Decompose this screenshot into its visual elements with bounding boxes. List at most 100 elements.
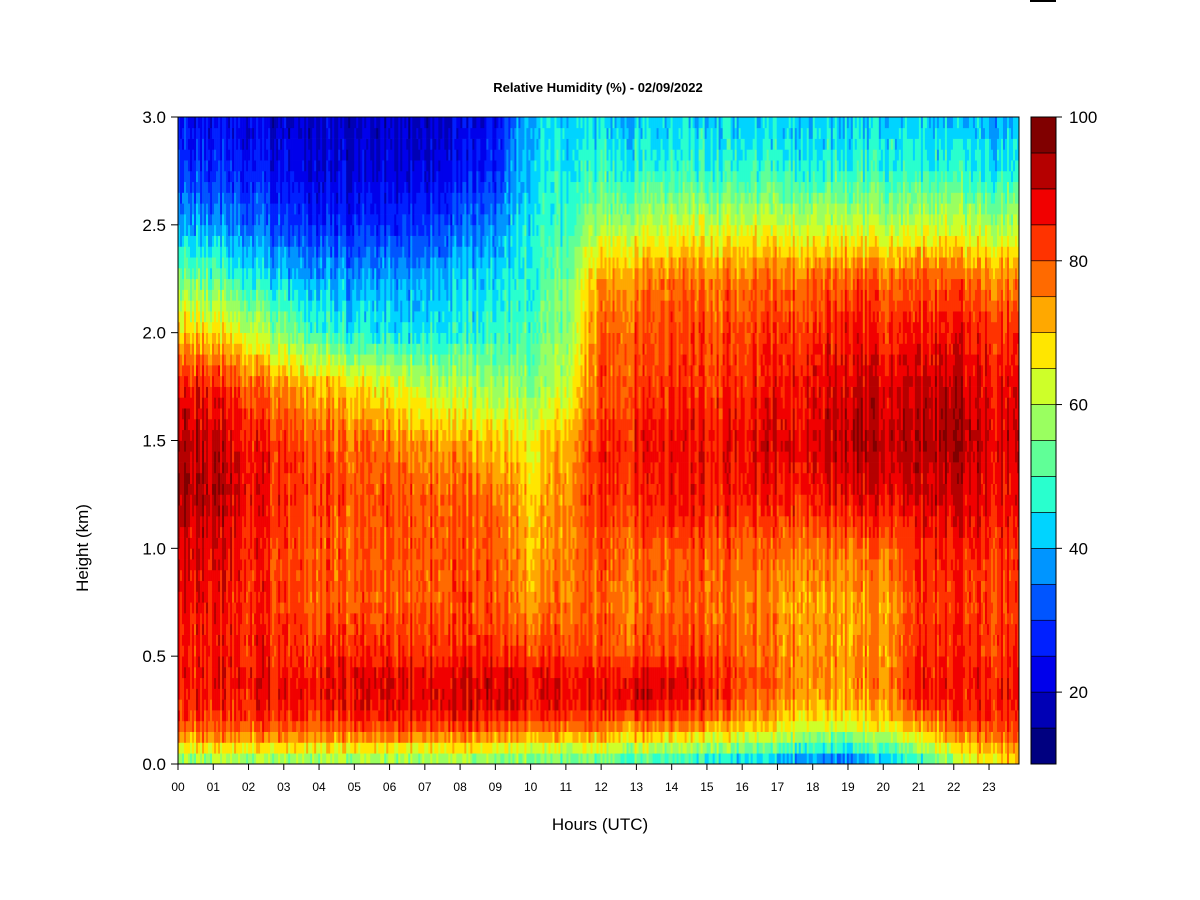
heatmap-cell (290, 710, 293, 722)
heatmap-cell (248, 127, 251, 139)
heatmap-cell (260, 731, 263, 743)
heatmap-cell (294, 300, 297, 312)
heatmap-cell (292, 127, 295, 139)
heatmap-cell (252, 613, 255, 625)
heatmap-cell (276, 267, 279, 280)
heatmap-cell (294, 483, 297, 495)
heatmap-cell (204, 526, 207, 538)
heatmap-cell (264, 580, 267, 592)
heatmap-cell (224, 203, 227, 215)
heatmap-cell (294, 267, 297, 280)
heatmap-cell (240, 677, 243, 689)
heatmap-cell (270, 375, 273, 387)
heatmap-cell (288, 289, 291, 301)
heatmap-cell (292, 235, 295, 247)
heatmap-cell (290, 440, 293, 452)
heatmap-cell (292, 634, 295, 646)
heatmap-cell (282, 515, 285, 528)
heatmap-cell (230, 170, 233, 183)
heatmap-cell (238, 451, 241, 463)
heatmap-cell (216, 160, 219, 172)
heatmap-cell (216, 548, 219, 560)
heatmap-cell (298, 289, 301, 301)
heatmap-cell (220, 699, 223, 711)
heatmap-cell (246, 720, 249, 732)
heatmap-cell (304, 267, 307, 280)
heatmap-cell (310, 418, 313, 431)
heatmap-cell (208, 160, 211, 172)
heatmap-cell (338, 602, 341, 614)
heatmap-cell (276, 688, 279, 700)
heatmap-cell (328, 548, 331, 560)
heatmap-cell (334, 645, 337, 657)
heatmap-cell (224, 634, 227, 646)
heatmap-cell (316, 170, 319, 183)
heatmap-cell (208, 246, 211, 258)
heatmap-cell (238, 257, 241, 269)
heatmap-cell (232, 526, 235, 538)
heatmap-cell (282, 591, 285, 603)
heatmap-cell (200, 731, 203, 743)
heatmap-cell (234, 656, 237, 668)
heatmap-cell (298, 149, 301, 161)
heatmap-cell (248, 138, 251, 150)
heatmap-cell (284, 559, 287, 571)
heatmap-cell (276, 289, 279, 301)
heatmap-cell (218, 591, 221, 603)
heatmap-cell (266, 149, 269, 161)
heatmap-cell (184, 710, 187, 722)
heatmap-cell (180, 375, 183, 387)
heatmap-cell (274, 602, 277, 614)
heatmap-cell (184, 343, 187, 355)
heatmap-cell (230, 462, 233, 474)
heatmap-cell (340, 645, 343, 657)
heatmap-cell (300, 569, 303, 582)
heatmap-cell (194, 548, 197, 560)
heatmap-cell (220, 192, 223, 204)
heatmap-cell (192, 343, 195, 355)
heatmap-cell (270, 526, 273, 538)
heatmap-cell (272, 343, 275, 355)
heatmap-cell (342, 742, 345, 754)
heatmap-cell (214, 440, 217, 452)
heatmap-cell (196, 149, 199, 161)
heatmap-cell (232, 408, 235, 420)
heatmap-cell (336, 300, 339, 312)
heatmap-cell (264, 170, 267, 183)
heatmap-cell (186, 170, 189, 183)
heatmap-cell (258, 666, 261, 679)
heatmap-cell (198, 117, 201, 129)
heatmap-cell (262, 742, 265, 754)
heatmap-cell (272, 203, 275, 215)
heatmap-cell (312, 214, 315, 226)
heatmap-cell (340, 548, 343, 560)
heatmap-cell (242, 710, 245, 722)
heatmap-cell (202, 343, 205, 355)
heatmap-cell (188, 300, 191, 312)
heatmap-cell (202, 203, 205, 215)
heatmap-cell (228, 224, 231, 236)
heatmap-cell (228, 559, 231, 571)
heatmap-cell (320, 365, 323, 377)
heatmap-cell (314, 386, 317, 398)
heatmap-cell (308, 505, 311, 517)
heatmap-cell (284, 429, 287, 441)
heatmap-cell (342, 267, 345, 280)
heatmap-cell (246, 515, 249, 528)
heatmap-cell (278, 602, 281, 614)
heatmap-cell (210, 246, 213, 258)
heatmap-cell (218, 505, 221, 517)
heatmap-cell (284, 666, 287, 679)
heatmap-cell (328, 699, 331, 711)
heatmap-cell (292, 160, 295, 172)
heatmap-cell (306, 580, 309, 592)
heatmap-cell (224, 127, 227, 139)
heatmap-cell (244, 699, 247, 711)
heatmap-cell (218, 300, 221, 312)
heatmap-cell (210, 127, 213, 139)
heatmap-cell (322, 451, 325, 463)
heatmap-cell (312, 160, 315, 172)
heatmap-cell (214, 278, 217, 290)
heatmap-cell (322, 127, 325, 139)
heatmap-cell (200, 580, 203, 592)
